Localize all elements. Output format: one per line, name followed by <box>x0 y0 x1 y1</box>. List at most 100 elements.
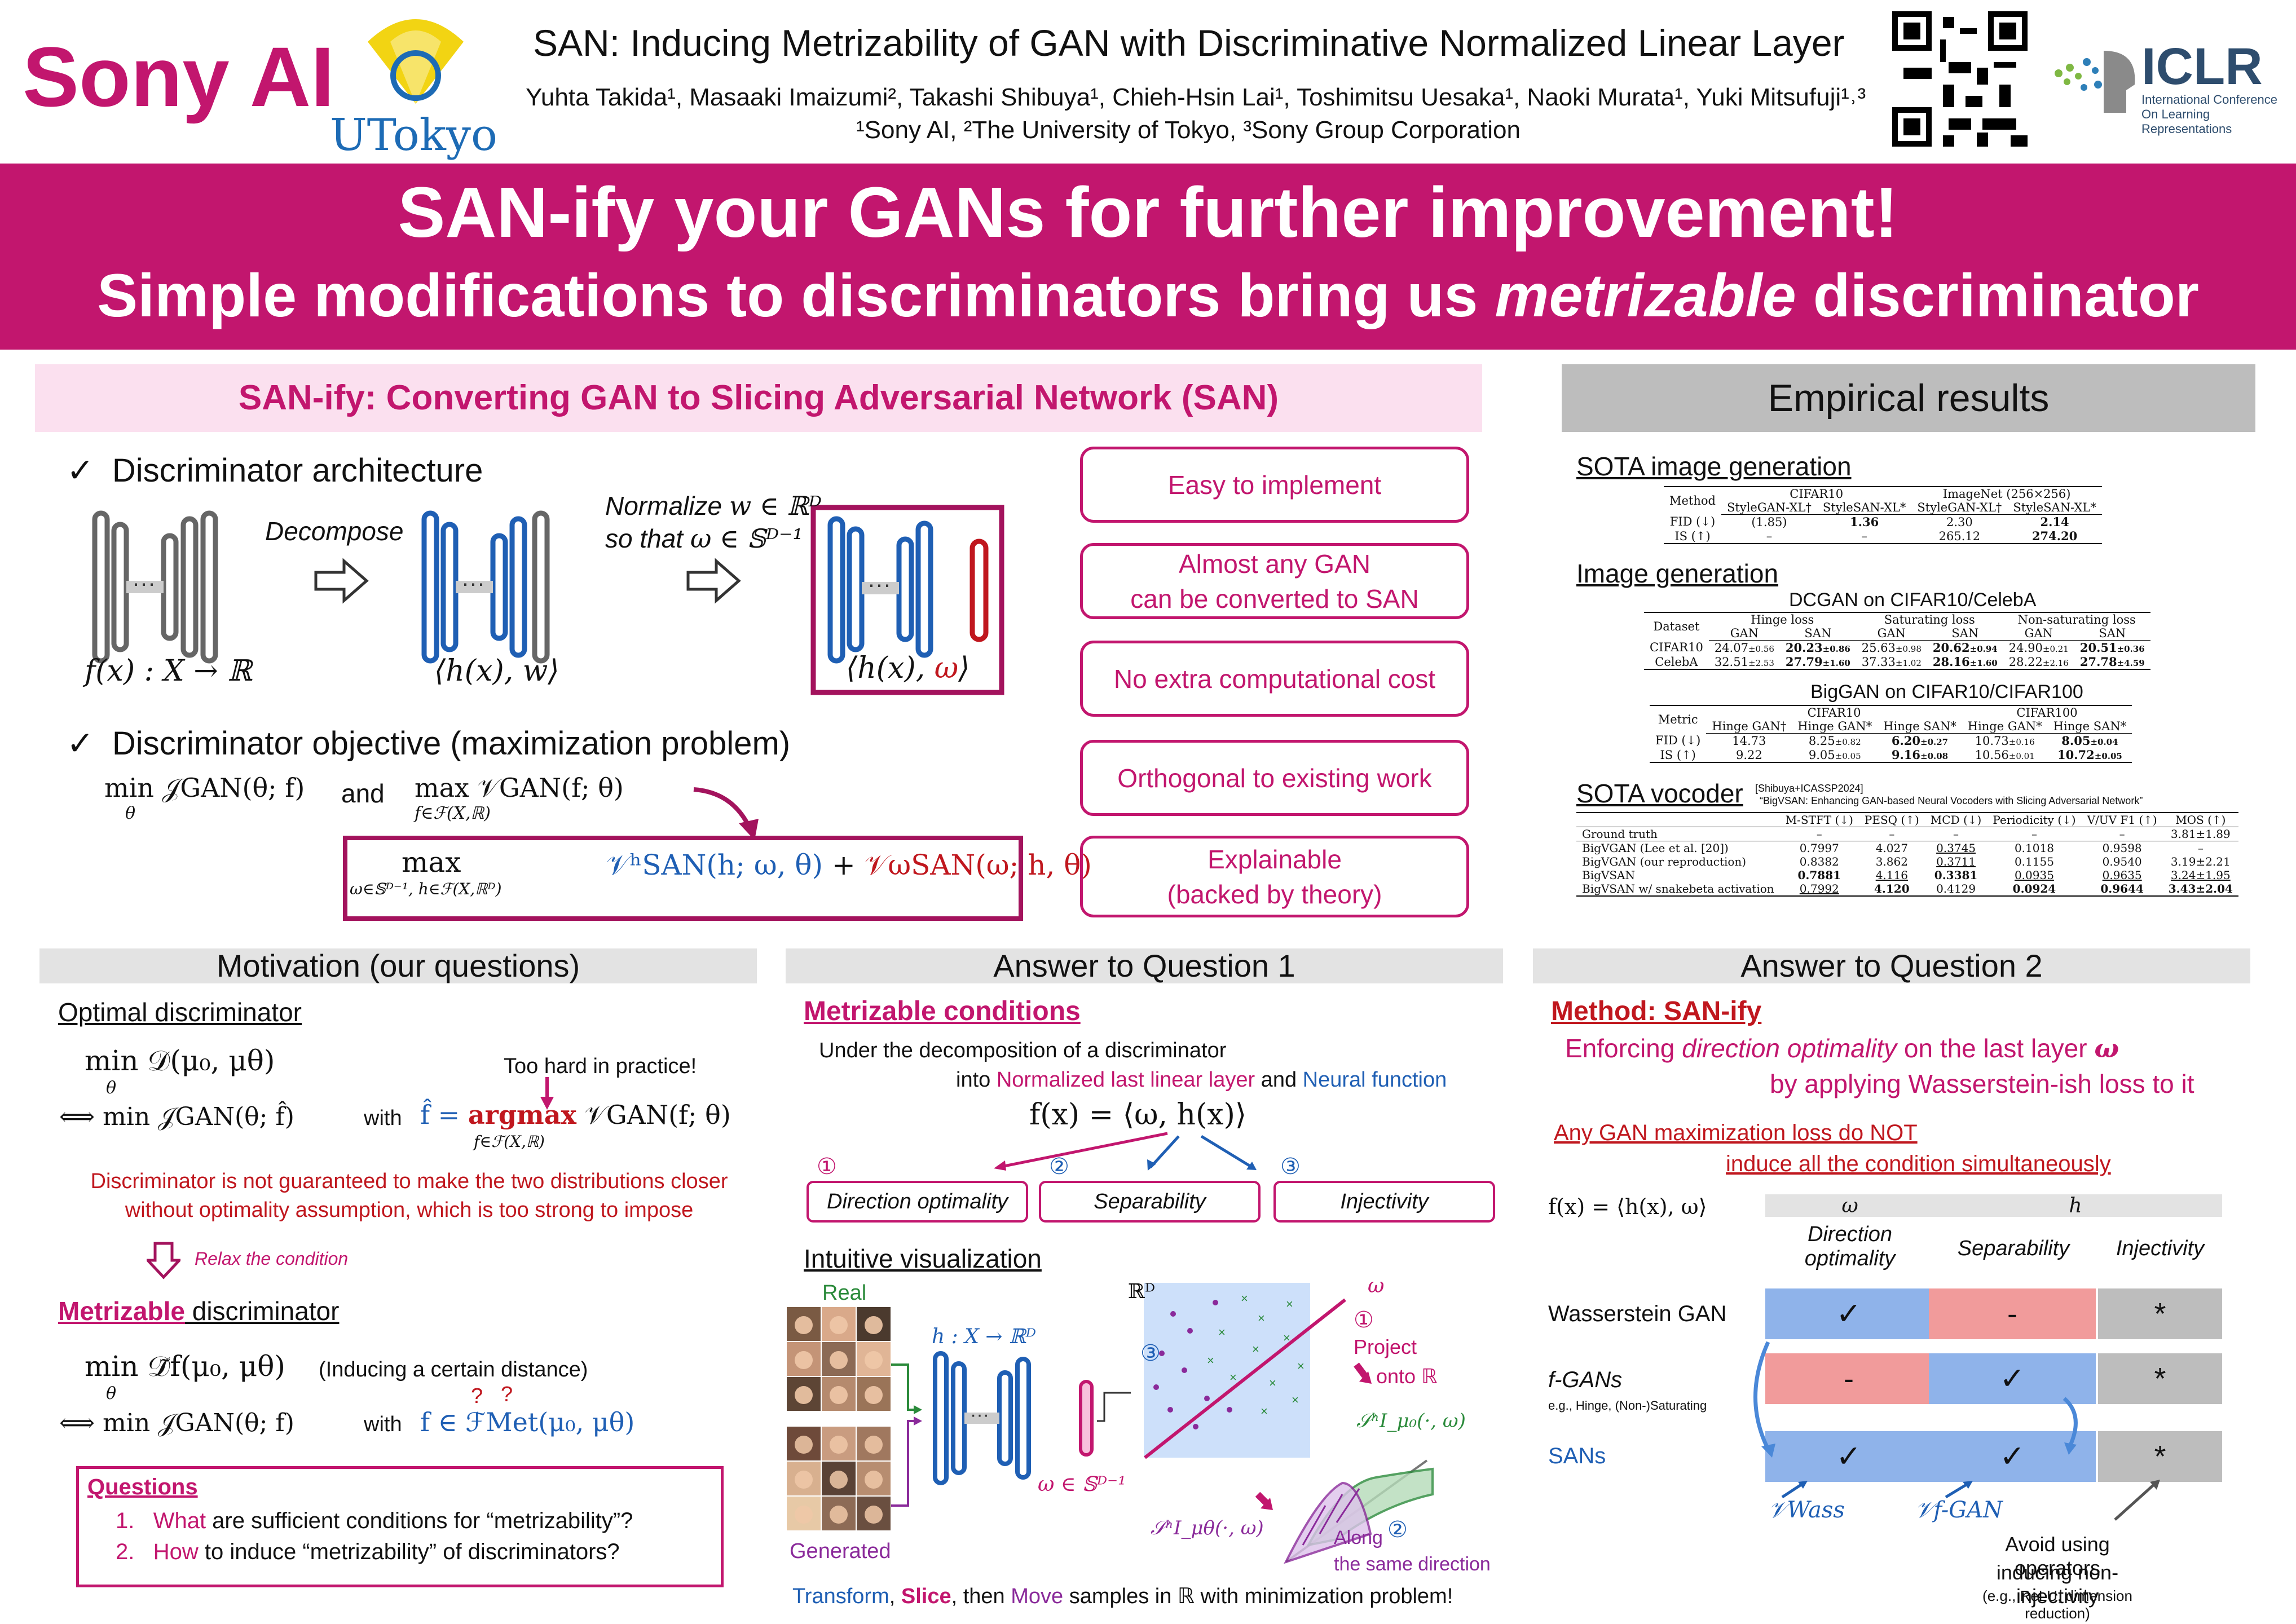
cell-sd: ±2.53 <box>1748 657 1774 668</box>
vocoder-ref: [Shibuya+ICASSP2024] <box>1755 783 1863 794</box>
table-cell: 0.8382 <box>1799 855 1839 868</box>
curved-arrow-icon <box>693 787 759 840</box>
avoid-line-2: inducing non-injectivity <box>1996 1561 2119 1608</box>
cell-value: 6.20 <box>1891 734 1920 748</box>
hw-label: ⟨h(x), w⟩ <box>434 654 559 688</box>
shi0-label: 𝒮ʰI_μ₀(·, ω) <box>1356 1410 1466 1432</box>
table-header: CIFAR10 <box>1721 486 1912 501</box>
table-cell: 3.24±1.95 <box>2170 868 2231 882</box>
table-cell: 8.25±0.82 <box>1792 734 1878 748</box>
condition-direction-optimality: Direction optimality <box>807 1181 1028 1223</box>
q-keyword: What <box>153 1508 206 1533</box>
cell-value: 8.05 <box>2061 734 2091 748</box>
inducing-note: (Inducing a certain distance) <box>319 1358 588 1382</box>
question-1: 1. What are sufficient conditions for “m… <box>116 1508 633 1534</box>
qr-code-icon[interactable] <box>1892 11 2028 147</box>
cell-sd: ±0.27 <box>1920 737 1949 747</box>
table-cell: 6.20±0.27 <box>1878 734 1962 748</box>
table-cell: 0.3745 <box>1936 841 1976 855</box>
sothat-text: so that <box>605 524 684 553</box>
table-cell: 14.73 <box>1732 734 1766 748</box>
optimal-eq2-text: ⟺ min 𝒥GAN(θ; f̂) <box>59 1102 294 1131</box>
cell-sd: ±0.05 <box>2094 751 2122 761</box>
table-cell: 0.3711 <box>1936 855 1976 868</box>
table-cell: 8.05±0.04 <box>2048 734 2132 748</box>
objective-min-sub: θ <box>125 804 136 823</box>
cell-value: 20.51 <box>2079 641 2117 655</box>
headline-part: Simple modifications to discriminators b… <box>97 261 1495 329</box>
col-text: Direction <box>1808 1223 1892 1246</box>
any-gan-line-1: Any GAN maximization loss do NOT <box>1554 1120 1918 1145</box>
feature-any-gan: Almost any GAN can be converted to SAN <box>1080 543 1469 619</box>
table-cell: CelebA <box>1644 655 1709 670</box>
table-cell: 0.9644 <box>2081 882 2163 897</box>
metrizable-rest: discriminator <box>184 1296 340 1326</box>
metrizable-eq: min 𝒟̃f(μ₀, μθ) <box>85 1350 285 1383</box>
table-row: Ground truth – – – – –3.81±1.89 <box>1576 827 2238 841</box>
cell-sd: ±0.36 <box>2117 644 2145 654</box>
table-cell: 20.51±0.36 <box>2074 641 2150 655</box>
table-cell: FID (↓) <box>1655 734 1701 748</box>
omega-axis-label: ω <box>1368 1274 1385 1298</box>
f-decomp-eq: f(x) = ⟨h(x), ω⟩ <box>1548 1194 1707 1219</box>
table-cell: 3.862 <box>1875 855 1908 868</box>
cell-sd: ±1.02 <box>1895 657 1922 668</box>
iclr-logo-text: ICLR <box>2141 38 2263 95</box>
cell-sd: ±0.98 <box>1895 643 1922 654</box>
vocoder-ref-title: “BigVSAN: Enhancing GAN-based Neural Voc… <box>1760 795 2143 806</box>
condition-separability: Separability <box>1039 1181 1261 1223</box>
table-cell: – <box>1779 827 1859 841</box>
cell-sd: ±0.08 <box>1920 751 1949 761</box>
objective-min: min 𝒥GAN(θ; f) <box>104 773 305 803</box>
cell-fgan-injectivity: * <box>2098 1353 2222 1404</box>
row-san-label: SANs <box>1548 1444 1606 1468</box>
table-row: BigVSAN 0.7881 4.116 0.3381 0.0935 0.9635 3.24… <box>1576 868 2238 882</box>
table-cell: – <box>2197 841 2204 855</box>
table-header: StyleGAN-XL† <box>1721 501 1817 515</box>
table-header: Saturating loss <box>1856 612 2003 626</box>
optimal-with: with <box>364 1106 402 1130</box>
cell-sd: ±1.60 <box>1822 658 1850 668</box>
table-cell: 10.73±0.16 <box>1962 734 2048 748</box>
cell-value: 20.23 <box>1785 641 1823 655</box>
table-header: GAN <box>2003 626 2074 641</box>
table-cell: – <box>1924 827 1987 841</box>
table-header: StyleGAN-XL† <box>1911 501 2008 515</box>
hw-omega-label: ⟨h(x), ω⟩ <box>846 651 969 685</box>
table-cell: – <box>1858 827 1925 841</box>
table-cell: 265.12 <box>1911 529 2008 544</box>
cell-sd: ±1.60 <box>1969 658 1998 668</box>
q-keyword: How <box>153 1539 199 1564</box>
fgan-name: f-GANs <box>1548 1367 1623 1392</box>
table-cell: 0.4129 <box>1924 882 1987 897</box>
objective-max-sub: f∈ℱ(X,ℝ) <box>415 804 491 823</box>
condition-1-num: ① <box>817 1154 837 1179</box>
san-section-heading: SAN-ify: Converting GAN to Slicing Adver… <box>35 364 1482 432</box>
svg-text:×: × <box>1261 1404 1268 1418</box>
table-row: FID (↓) 14.73 8.25±0.82 6.20±0.27 10.73±… <box>1650 734 2132 748</box>
fgan-examples: e.g., Hinge, (Non-)Saturating <box>1548 1398 1707 1413</box>
sota-image-heading: SOTA image generation <box>1576 452 1852 481</box>
q-text: to induce “metrizability” of discriminat… <box>198 1539 620 1564</box>
table-cell: FID (↓) <box>1669 515 1716 529</box>
caption-part: samples in ℝ with minimization problem! <box>1063 1585 1453 1608</box>
table-cell: – <box>1817 529 1912 544</box>
san-term-omega: 𝒱ωSAN(ω; h, θ) <box>864 849 1092 881</box>
table-cell: – <box>1987 827 2082 841</box>
normalize-text: Normalize <box>605 491 722 520</box>
headline-line-1: SAN-ify your GANs for further improvemen… <box>398 173 1898 252</box>
table-header: CIFAR100 <box>1962 705 2132 720</box>
table-cell: – <box>1721 529 1817 544</box>
row-fgan-label: f-GANs <box>1548 1367 1622 1393</box>
f-in-met: f ∈ ℱMet(μ₀, μθ) <box>420 1407 635 1437</box>
table-header: SAN <box>1927 626 2003 641</box>
cell-value: 27.78 <box>2079 655 2117 669</box>
cell-sd: ±4.59 <box>2117 658 2145 668</box>
cell-sd: ±0.82 <box>1835 736 1861 747</box>
plus-sign: + <box>831 849 856 881</box>
table-cell: 28.16±1.60 <box>1927 655 2003 670</box>
svg-text:···: ··· <box>132 570 156 596</box>
san-term-h: 𝒱ʰSAN(h; ω, θ) <box>606 849 823 881</box>
table-cell: 10.72±0.05 <box>2047 748 2132 763</box>
argmax: argmax <box>468 1100 576 1130</box>
